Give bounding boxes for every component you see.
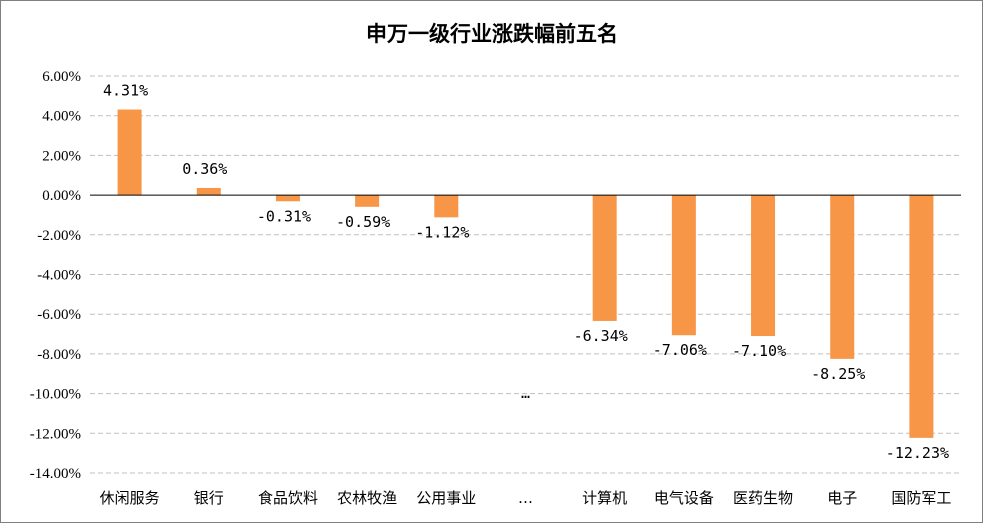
x-tick-label: 电气设备 [654,489,714,507]
y-tick-label: 0.00% [42,188,81,204]
x-tick-label: 医药生物 [733,489,793,507]
data-label: 0.36% [182,160,227,178]
y-tick-label: 4.00% [42,109,81,125]
bar [671,195,696,336]
x-tick-label: 农林牧渔 [337,489,397,507]
data-label: -7.10% [732,342,786,360]
y-tick-label: -10.00% [30,387,81,403]
data-label: -0.31% [257,207,311,225]
gridlines [90,75,961,474]
y-tick-label: -14.00% [30,466,81,482]
bar [592,195,617,321]
bar [196,187,221,196]
data-label: -12.23% [886,444,949,462]
bar [751,195,776,337]
x-tick-label: 休闲服务 [100,489,160,507]
bars [117,109,934,438]
y-tick-label: 6.00% [42,69,81,85]
y-tick-label: 2.00% [42,148,81,164]
x-tick-label: 公用事业 [416,489,476,507]
data-label: -0.59% [336,213,390,231]
y-axis-ticks: 6.00% 4.00% 2.00% 0.00% -2.00% -4.00% -6.00% -8… [30,69,81,482]
data-label: … [521,384,530,402]
bar [355,195,380,207]
y-tick-label: -2.00% [37,228,81,244]
y-tick-label: -8.00% [37,347,81,363]
y-tick-label: -6.00% [37,307,81,323]
data-label: -8.25% [811,365,865,383]
data-label: 4.31% [103,82,148,100]
x-axis-ticks: 休闲服务 银行 食品饮料 农林牧渔 公用事业 … 计算机 电气设备 医药生物 电子 国防军工 [100,489,952,507]
x-tick-label: 食品饮料 [258,489,318,507]
bar [909,195,934,438]
bar [434,195,459,218]
y-tick-label: -4.00% [37,268,81,284]
x-tick-label: 国防军工 [891,489,951,507]
x-tick-label: … [518,489,533,507]
x-tick-label: 银行 [194,489,224,507]
data-label: -1.12% [415,223,469,241]
data-label: -6.34% [574,327,628,345]
y-tick-label: -12.00% [30,426,81,442]
bar [830,195,855,359]
x-tick-label: 计算机 [582,489,627,507]
data-labels: 4.31% 0.36% -0.31% -0.59% -1.12% … -6.34% -7.06… [103,82,949,462]
bar [117,109,142,196]
bar [275,195,300,202]
data-label: -7.06% [653,341,707,359]
x-tick-label: 电子 [827,489,857,507]
chart-title: 申万一级行业涨跌幅前五名 [366,22,618,46]
